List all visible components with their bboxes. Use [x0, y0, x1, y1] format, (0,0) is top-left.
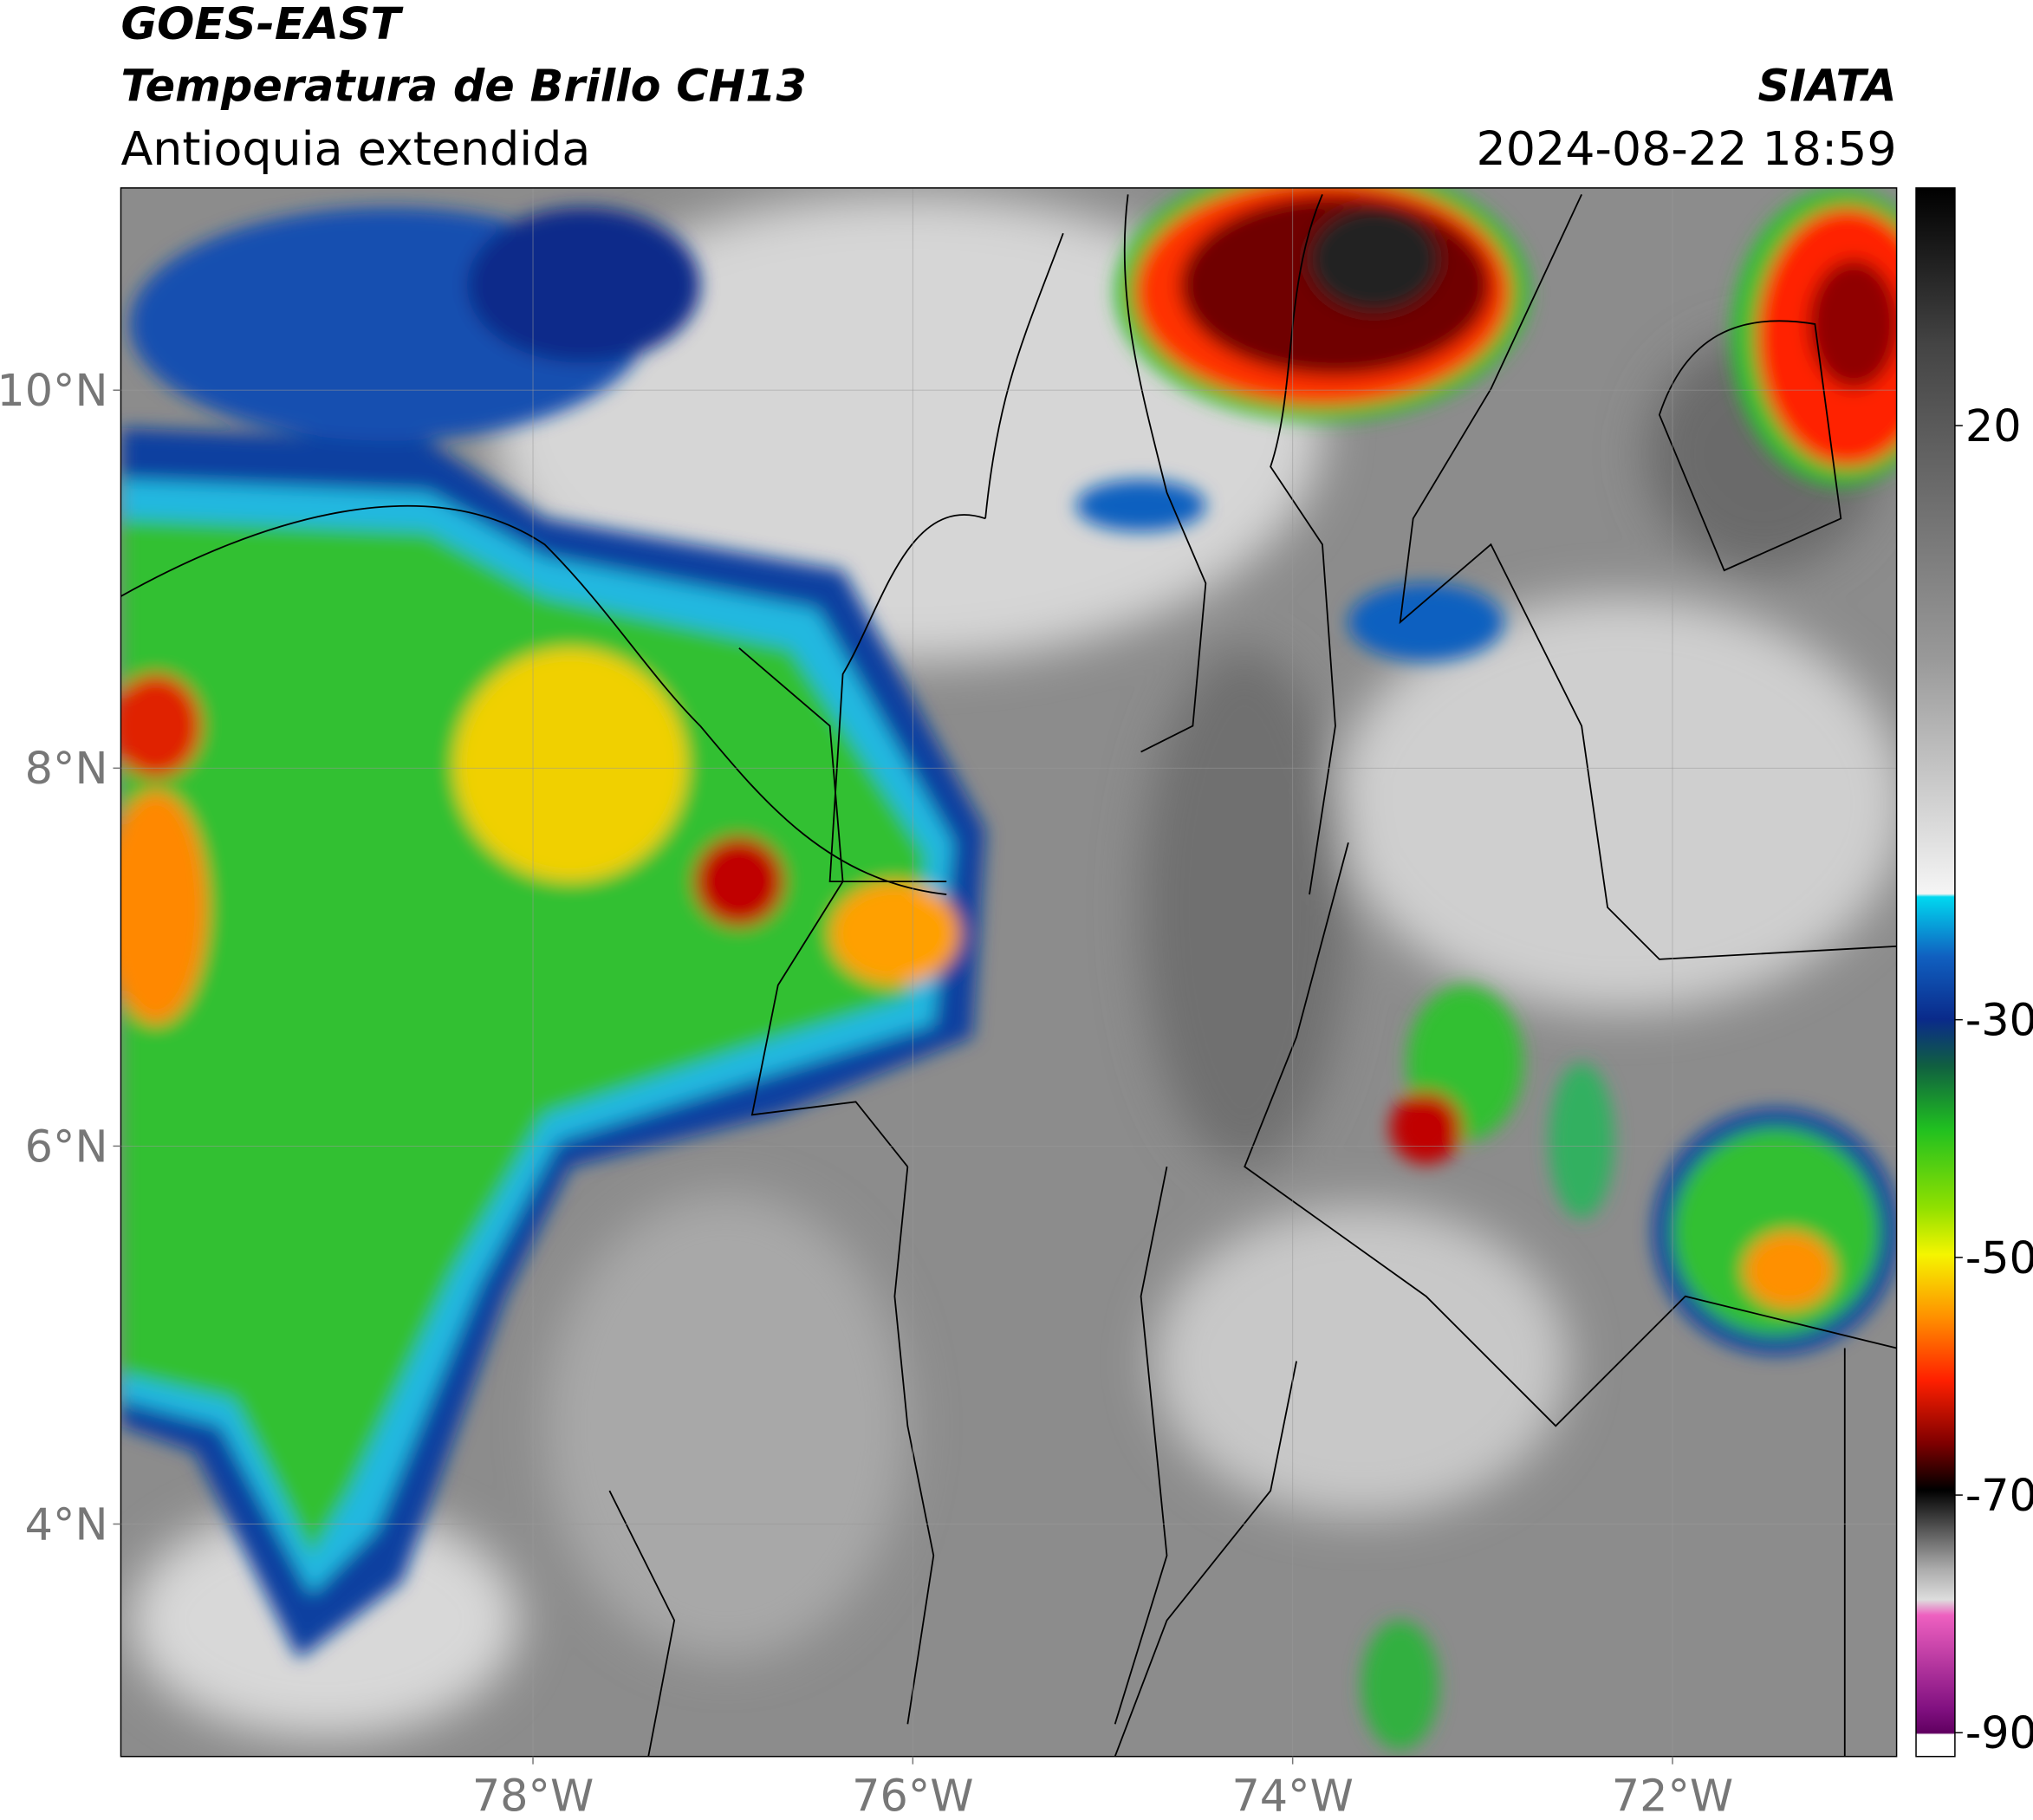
y-tick-label: 8°N — [25, 743, 108, 794]
colorbar — [1915, 187, 1956, 1758]
map-frame — [120, 187, 1898, 1758]
colorbar-tick-label: -90 — [1965, 1707, 2033, 1758]
x-tick-label: 76°W — [852, 1771, 973, 1820]
y-tick-label: 6°N — [25, 1121, 108, 1172]
region: Antioquia extendida — [120, 121, 590, 176]
colorbar-ticks: 20 -30 -50 -70 -90 — [1954, 400, 2033, 1758]
colorbar-tick-label: -70 — [1965, 1470, 2033, 1521]
x-tick-label: 74°W — [1231, 1771, 1353, 1820]
colorbar-tick-label: 20 — [1965, 400, 2022, 452]
x-tick-label: 72°W — [1612, 1771, 1733, 1820]
title: GOES-EAST — [120, 0, 404, 49]
colorbar-tick-label: -50 — [1965, 1232, 2033, 1284]
y-tick-label: 10°N — [0, 365, 107, 416]
colorbar-tick-label: -30 — [1965, 995, 2033, 1046]
x-tick-label: 78°W — [472, 1771, 594, 1820]
timestamp: 2024-08-22 18:59 — [1477, 121, 1897, 176]
satellite-image — [120, 187, 1897, 1757]
grid — [120, 187, 1897, 1757]
subtitle: Temperatura de Brillo CH13 — [120, 61, 806, 112]
source: SIATA — [1757, 61, 1896, 112]
y-tick-label: 4°N — [25, 1498, 108, 1550]
